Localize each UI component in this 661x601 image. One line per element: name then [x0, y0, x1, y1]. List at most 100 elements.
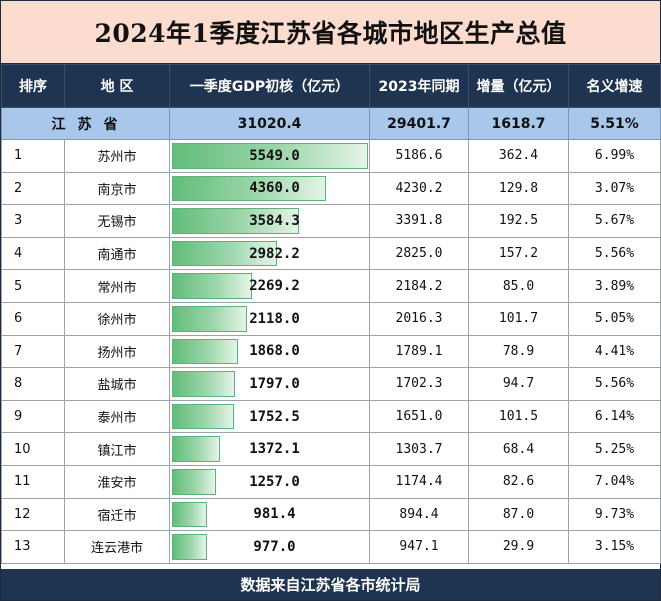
row-increase: 68.4 [468, 432, 569, 466]
row-increase: 82.6 [468, 464, 569, 499]
gdp-data-bar [172, 208, 299, 234]
row-increase: 101.7 [468, 301, 569, 336]
header-prev: 2023年同期 [369, 64, 469, 108]
table-row: 12 宿迁市 981.4 894.4 87.0 9.73% [1, 497, 661, 532]
row-growth: 5.05% [568, 301, 661, 336]
row-growth: 6.14% [568, 399, 661, 434]
row-growth: 9.73% [568, 497, 661, 532]
row-rank: 9 [1, 399, 65, 434]
source-footer: 数据来自江苏省各市统计局 [1, 569, 660, 600]
row-gdp-cell: 977.0 [169, 530, 370, 564]
table-row: 3 无锡市 3584.3 3391.8 192.5 5.67% [1, 204, 661, 238]
row-increase: 157.2 [468, 236, 569, 271]
gdp-table: 排序 地 区 一季度GDP初核（亿元） 2023年同期 增量（亿元） 名义增速 … [1, 64, 661, 564]
row-city: 宿迁市 [64, 497, 170, 532]
row-city: 扬州市 [64, 334, 170, 369]
row-city: 淮安市 [64, 464, 170, 499]
row-rank: 2 [1, 171, 65, 206]
row-gdp-cell: 1752.5 [169, 399, 370, 434]
header-gdp: 一季度GDP初核（亿元） [169, 64, 370, 108]
total-increase: 1618.7 [468, 107, 569, 140]
row-increase: 85.0 [468, 269, 569, 303]
row-gdp: 1372.1 [249, 441, 300, 458]
gdp-data-bar [172, 501, 207, 528]
row-prev: 947.1 [369, 530, 469, 564]
row-gdp: 1797.0 [249, 375, 300, 392]
header-growth: 名义增速 [568, 64, 661, 108]
row-prev: 1303.7 [369, 432, 469, 466]
row-increase: 78.9 [468, 334, 569, 369]
table-row: 1 苏州市 5549.0 5186.6 362.4 6.99% [1, 139, 661, 173]
row-city: 盐城市 [64, 367, 170, 401]
header-rank: 排序 [1, 64, 65, 108]
row-rank: 4 [1, 236, 65, 271]
row-prev: 2184.2 [369, 269, 469, 303]
gdp-data-bar [172, 175, 326, 202]
row-growth: 3.07% [568, 171, 661, 206]
row-rank: 6 [1, 301, 65, 336]
gdp-data-bar [172, 436, 220, 462]
row-gdp: 1752.5 [249, 408, 300, 425]
table-row: 5 常州市 2269.2 2184.2 85.0 3.89% [1, 269, 661, 303]
row-gdp: 2982.2 [249, 245, 300, 262]
row-gdp-cell: 4360.0 [169, 171, 370, 206]
gdp-data-bar [172, 338, 238, 365]
row-city: 苏州市 [64, 139, 170, 173]
total-growth: 5.51% [568, 107, 661, 140]
row-rank: 3 [1, 204, 65, 238]
row-city: 泰州市 [64, 399, 170, 434]
gdp-data-bar [172, 371, 235, 397]
row-gdp: 2269.2 [249, 278, 300, 295]
row-gdp: 1257.0 [249, 473, 300, 490]
row-gdp-cell: 5549.0 [169, 139, 370, 173]
row-prev: 894.4 [369, 497, 469, 532]
gdp-data-bar [172, 468, 216, 495]
row-prev: 5186.6 [369, 139, 469, 173]
row-gdp: 3584.3 [249, 212, 300, 229]
row-prev: 1702.3 [369, 367, 469, 401]
row-increase: 29.9 [468, 530, 569, 564]
table-row: 11 淮安市 1257.0 1174.4 82.6 7.04% [1, 464, 661, 499]
row-gdp: 5549.0 [249, 147, 300, 164]
gdp-data-bar [172, 273, 252, 299]
row-city: 连云港市 [64, 530, 170, 564]
row-growth: 5.67% [568, 204, 661, 238]
page-title: 2024年1季度江苏省各城市地区生产总值 [1, 1, 660, 64]
row-growth: 5.56% [568, 367, 661, 401]
row-gdp-cell: 1257.0 [169, 464, 370, 499]
table-row: 2 南京市 4360.0 4230.2 129.8 3.07% [1, 171, 661, 206]
row-increase: 94.7 [468, 367, 569, 401]
row-growth: 5.25% [568, 432, 661, 466]
row-gdp: 4360.0 [249, 180, 300, 197]
row-gdp-cell: 3584.3 [169, 204, 370, 238]
total-row: 江苏省 31020.4 29401.7 1618.7 5.51% [1, 107, 661, 140]
row-prev: 2825.0 [369, 236, 469, 271]
row-prev: 1651.0 [369, 399, 469, 434]
row-gdp-cell: 981.4 [169, 497, 370, 532]
gdp-data-bar [172, 305, 247, 332]
header-region: 地 区 [64, 64, 170, 108]
row-prev: 2016.3 [369, 301, 469, 336]
table-row: 13 连云港市 977.0 947.1 29.9 3.15% [1, 530, 661, 564]
row-gdp: 1868.0 [249, 343, 300, 360]
row-rank: 11 [1, 464, 65, 499]
header-increase: 增量（亿元） [468, 64, 569, 108]
row-gdp: 977.0 [253, 538, 296, 555]
table-row: 7 扬州市 1868.0 1789.1 78.9 4.41% [1, 334, 661, 369]
table-row: 9 泰州市 1752.5 1651.0 101.5 6.14% [1, 399, 661, 434]
row-growth: 3.15% [568, 530, 661, 564]
row-gdp-cell: 2269.2 [169, 269, 370, 303]
table-row: 6 徐州市 2118.0 2016.3 101.7 5.05% [1, 301, 661, 336]
row-gdp-cell: 2982.2 [169, 236, 370, 271]
row-rank: 1 [1, 139, 65, 173]
gdp-data-bar [172, 240, 277, 267]
row-rank: 12 [1, 497, 65, 532]
total-prev: 29401.7 [369, 107, 469, 140]
row-city: 南京市 [64, 171, 170, 206]
row-prev: 4230.2 [369, 171, 469, 206]
row-prev: 3391.8 [369, 204, 469, 238]
row-gdp: 2118.0 [249, 310, 300, 327]
row-rank: 10 [1, 432, 65, 466]
row-city: 无锡市 [64, 204, 170, 238]
